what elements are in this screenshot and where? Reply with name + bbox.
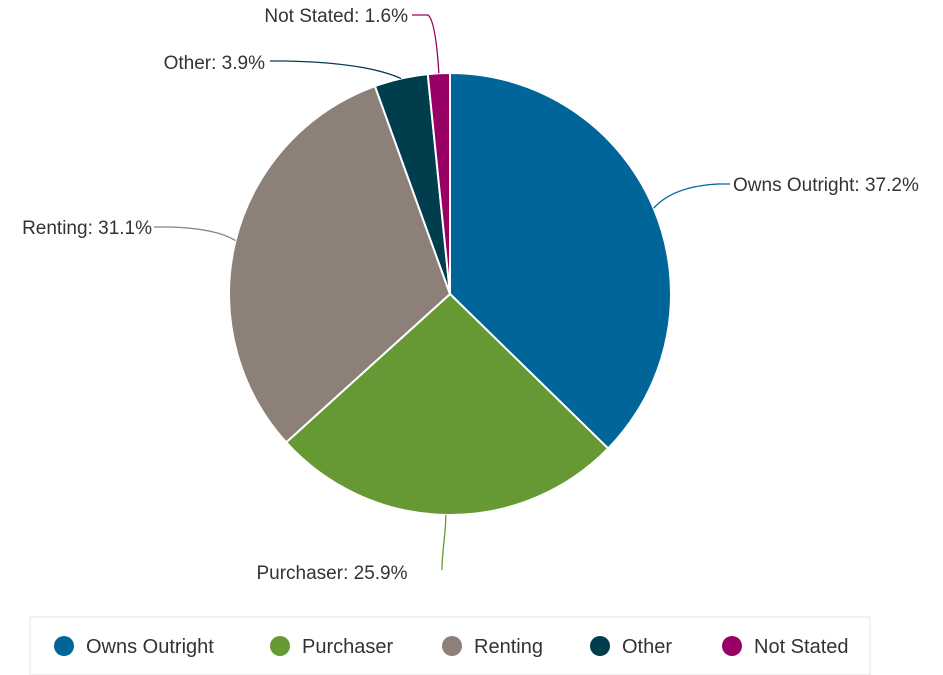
legend-marker-other: [590, 636, 610, 656]
legend-marker-purchaser: [270, 636, 290, 656]
legend-item-renting[interactable]: Renting: [442, 636, 543, 658]
legend-marker-not-stated: [722, 636, 742, 656]
legend-marker-owns-outright: [54, 636, 74, 656]
legend-item-not-stated[interactable]: Not Stated: [722, 636, 849, 658]
legend-item-purchaser[interactable]: Purchaser: [270, 636, 393, 658]
legend: Owns Outright Purchaser Renting Other Not St…: [29, 616, 871, 675]
leader-lines-layer: [154, 14, 730, 571]
leader-line-purchaser: [441, 514, 447, 571]
leader-line-renting: [154, 226, 236, 242]
legend-item-other[interactable]: Other: [590, 636, 672, 658]
leader-line-not-stated: [412, 14, 440, 74]
legend-label-purchaser: Purchaser: [302, 636, 393, 658]
legend-label-renting: Renting: [474, 636, 543, 658]
slice-label-not-stated: Not Stated: 1.6%: [264, 6, 408, 27]
legend-label-not-stated: Not Stated: [754, 636, 849, 658]
pie-slice-renting[interactable]: [228, 85, 451, 444]
slice-label-purchaser: Purchaser: 25.9%: [256, 563, 407, 584]
slices-layer: [228, 71, 672, 516]
slice-labels-layer: Owns Outright: 37.2% Purchaser: 25.9% Rent…: [22, 6, 919, 584]
slice-label-other: Other: 3.9%: [164, 53, 265, 74]
legend-item-owns-outright[interactable]: Owns Outright: [54, 636, 214, 658]
legend-label-other: Other: [622, 636, 672, 658]
legend-marker-renting: [442, 636, 462, 656]
leader-line-owns-outright: [653, 183, 730, 209]
slice-label-owns-outright: Owns Outright: 37.2%: [733, 175, 919, 196]
slice-label-renting: Renting: 31.1%: [22, 218, 152, 239]
legend-label-owns-outright: Owns Outright: [86, 636, 214, 658]
leader-line-other: [270, 60, 402, 80]
